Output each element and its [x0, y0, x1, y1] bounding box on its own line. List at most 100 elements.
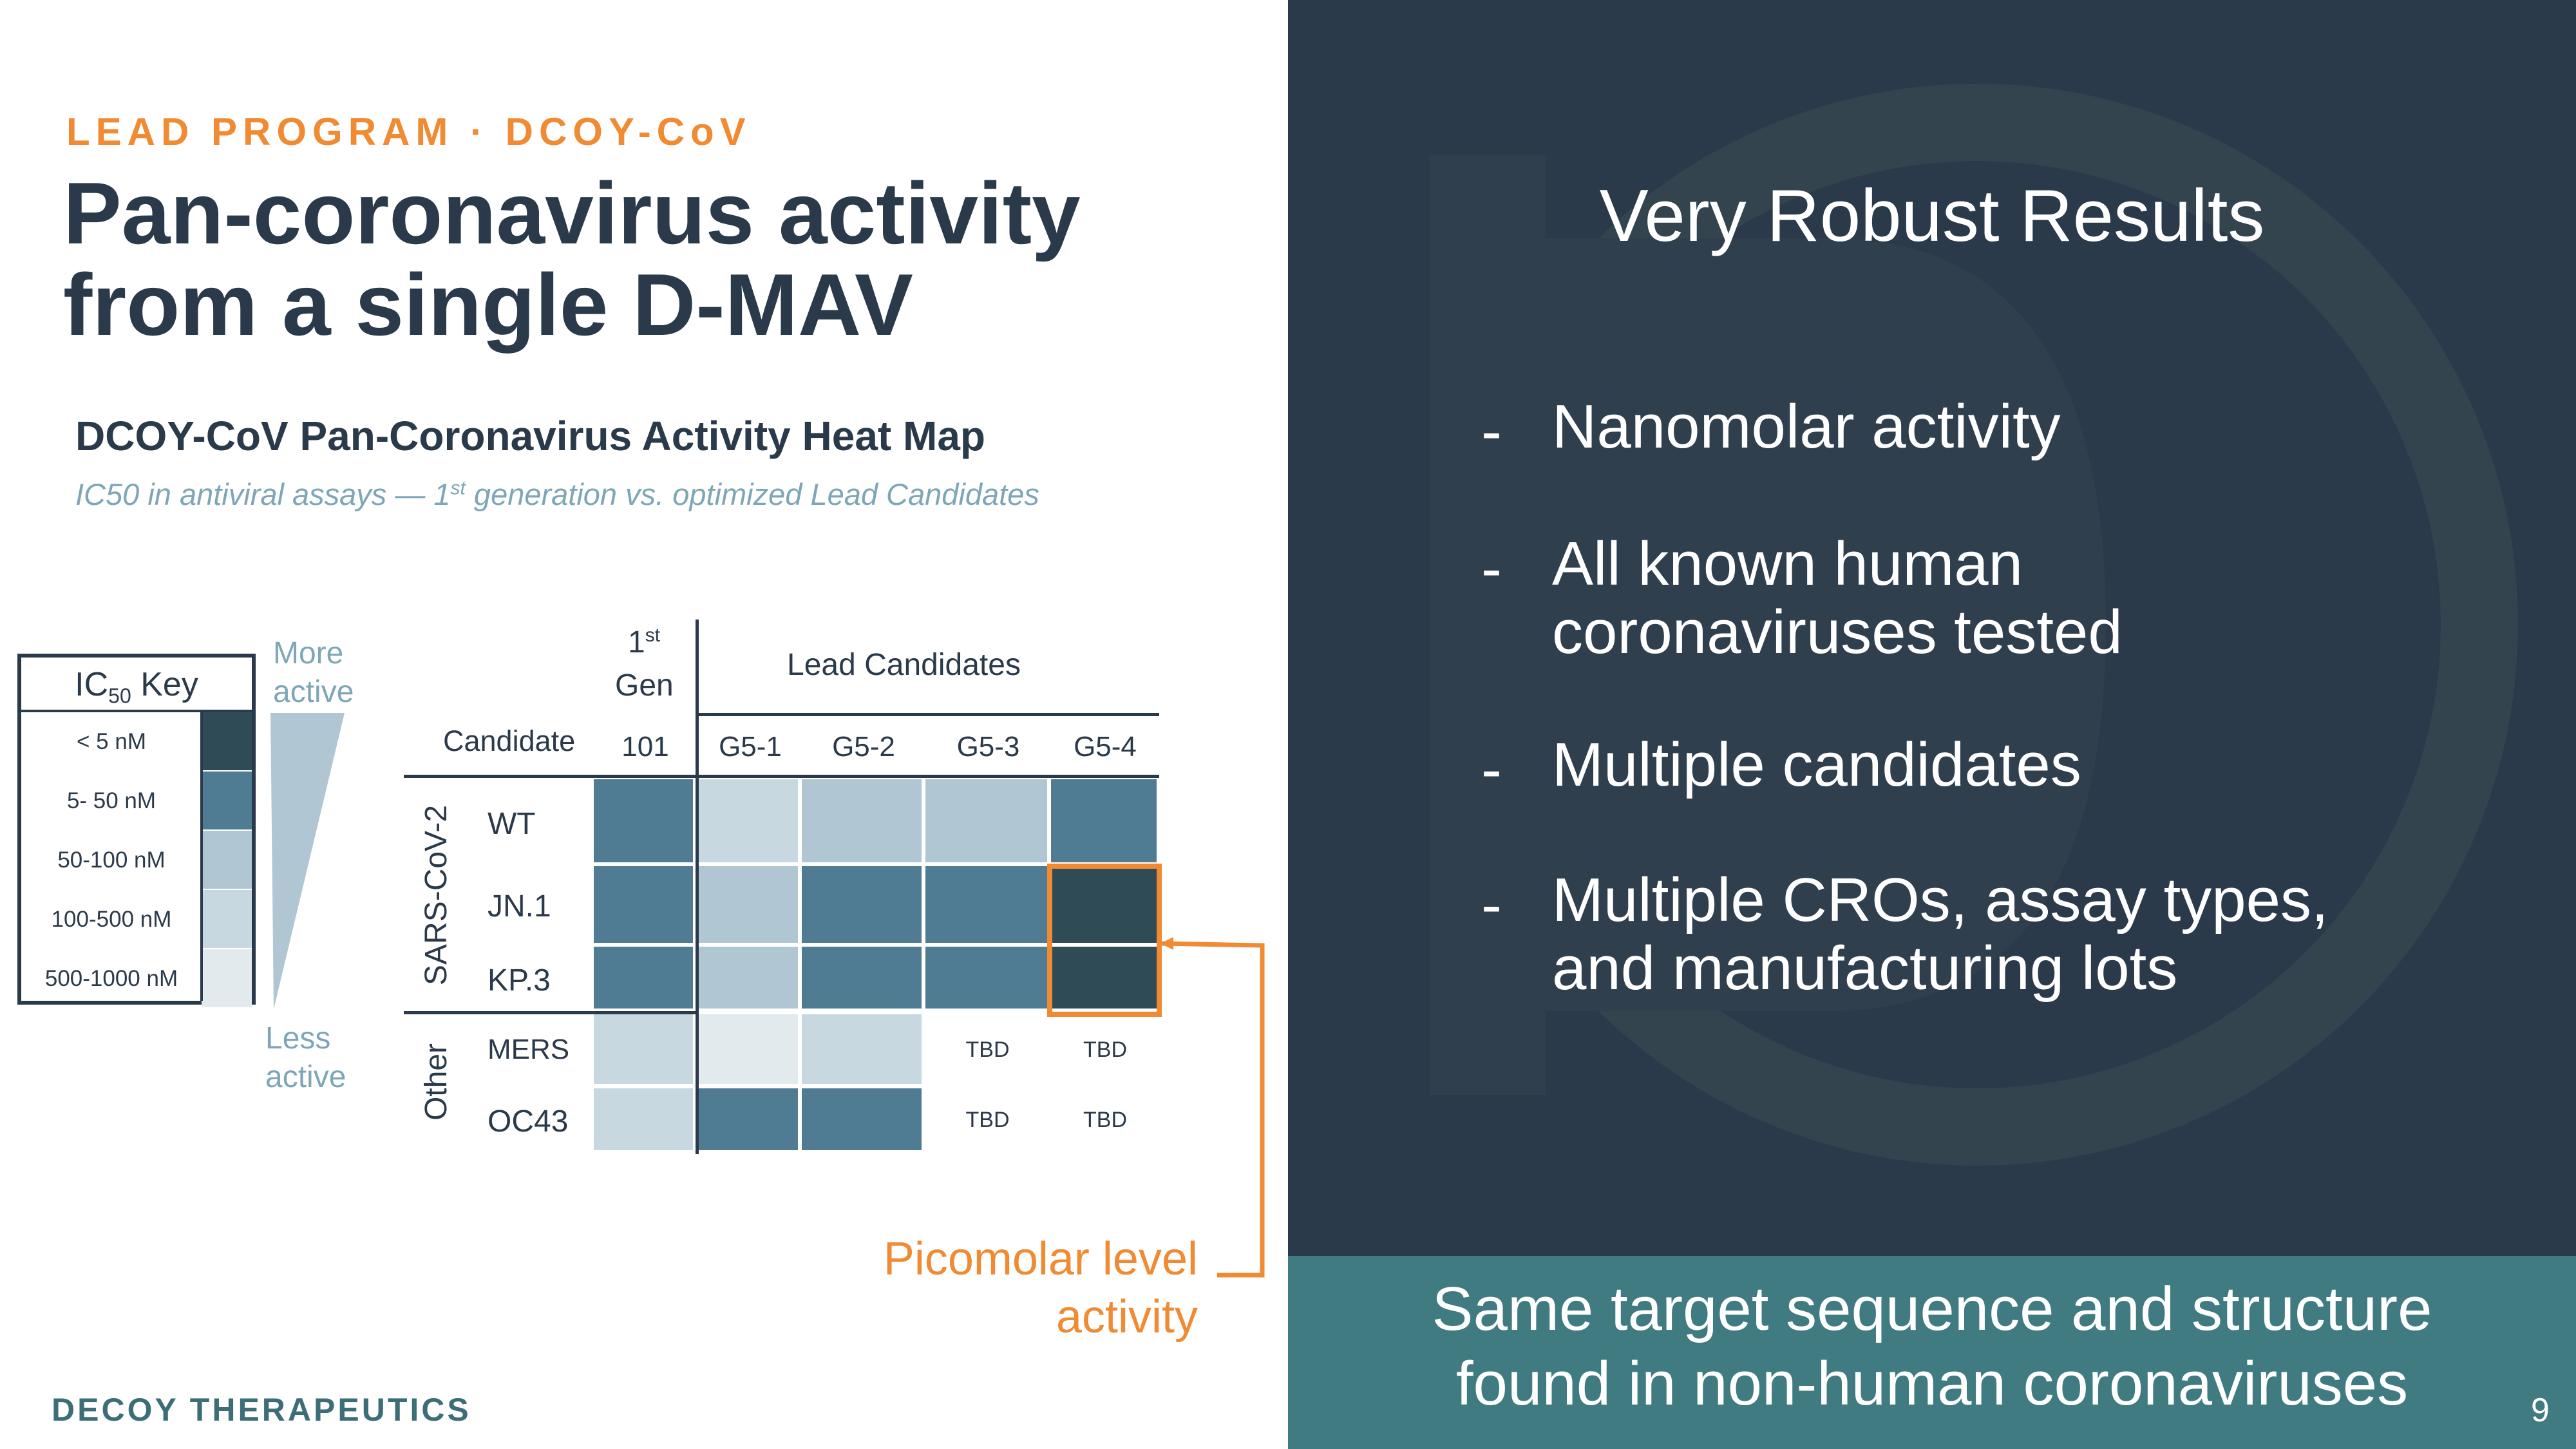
gen-label: Gen: [615, 668, 674, 703]
group-label-other: Other: [419, 1043, 453, 1121]
heatmap-tbd-label: TBD: [965, 1037, 1010, 1062]
key-label: 50-100 nM: [57, 848, 166, 873]
heatmap-cell: [699, 947, 798, 1009]
heatmap-cell: [802, 866, 922, 943]
heatmap-cell: [699, 866, 798, 943]
ic50-key: IC50 Key < 5 nM 5- 50 nM 50-100 nM 100-5…: [17, 654, 256, 1007]
page-number: 9: [2531, 1392, 2550, 1429]
bullet-line: Multiple CROs, assay types,: [1552, 866, 2329, 934]
heatmap-cell: [925, 779, 1047, 862]
decoy-logo-watermark-icon: [1430, 84, 2518, 1166]
key-row: 100-500 nM: [21, 890, 252, 949]
key-row: < 5 nM: [21, 712, 252, 772]
bullet-line: Multiple candidates: [1552, 730, 2081, 799]
heatmap-cell: [699, 1088, 798, 1150]
column-header: G5-3: [956, 731, 1020, 762]
heatmap-cell: [594, 1014, 693, 1084]
heatmap-tbd-label: TBD: [965, 1108, 1010, 1132]
column-header: G5-1: [719, 731, 782, 762]
title-line-1: Pan-coronavirus activity: [63, 164, 1081, 262]
picomolar-callout: Picomolar level activity: [883, 1233, 1198, 1343]
heatmap-subtitle: IC50 in antiviral assays — 1st generatio…: [75, 477, 1039, 512]
heatmap-cell: [925, 866, 1047, 943]
lead-candidates-label: Lead Candidates: [787, 648, 1021, 682]
heatmap-cell: [1051, 779, 1157, 862]
row-label: WT: [488, 807, 536, 841]
subtitle-post: generation vs. optimized Lead Candidates: [465, 477, 1039, 511]
key-header: IC50 Key: [21, 658, 252, 712]
bullet-item: Multiple CROs, assay types, and manufact…: [1552, 866, 2329, 1003]
bottom-banner: [1288, 1256, 2576, 1449]
banner-line-1: Same target sequence and structure: [1432, 1274, 2432, 1343]
subtitle-pre: IC50 in antiviral assays — 1: [75, 477, 451, 511]
results-heading: Very Robust Results: [1599, 175, 2265, 257]
heatmap-cell: [802, 779, 922, 862]
heatmap-cell: [1051, 947, 1157, 1009]
bullet-line: All known human: [1552, 529, 2023, 598]
row-label: MERS: [488, 1034, 570, 1065]
brand-footer: DECOY THERAPEUTICS: [52, 1392, 471, 1428]
heatmap-title: DCOY-CoV Pan-Coronavirus Activity Heat M…: [75, 413, 985, 459]
bullet-item: Multiple candidates: [1552, 731, 2081, 799]
key-header-post: Key: [131, 666, 198, 703]
row-label: OC43: [488, 1104, 569, 1139]
key-label: < 5 nM: [77, 729, 146, 754]
column-header: G5-4: [1074, 731, 1137, 762]
lead-header-underline: [696, 713, 1159, 716]
key-label: 100-500 nM: [51, 907, 172, 932]
less-active-label: Less active: [265, 1021, 346, 1094]
key-row: 5- 50 nM: [21, 772, 252, 831]
column-header-underline: [404, 775, 1159, 778]
heatmap-cell: [1051, 866, 1157, 943]
key-swatch: [202, 772, 252, 829]
heatmap-cell: [594, 779, 693, 862]
heatmap-cell: [699, 1014, 798, 1084]
page-title: Pan-coronavirus activity from a single D…: [63, 167, 1190, 350]
bullet-line: coronaviruses tested: [1552, 598, 2123, 667]
key-divider: [200, 712, 203, 1001]
heatmap-cell: [594, 1088, 693, 1150]
picomolar-callout-connector: [1047, 864, 1265, 1278]
title-line-2: from a single D-MAV: [63, 256, 913, 354]
bullet-line: Nanomolar activity: [1552, 392, 2061, 461]
heatmap-cell: [594, 866, 693, 943]
candidate-label: Candidate: [443, 724, 576, 757]
gen-superscript-label: 1st: [628, 625, 660, 660]
bullet-item: Nanomolar activity: [1552, 393, 2061, 461]
eyebrow-label: LEAD PROGRAM · DCOY-CoV: [66, 110, 752, 153]
key-row: 500-1000 nM: [21, 949, 252, 1009]
key-header-sub: 50: [108, 684, 131, 708]
subtitle-sup: st: [450, 477, 466, 499]
more-active-label: More active: [273, 636, 354, 709]
heatmap-cell: [594, 947, 693, 1009]
heatmap-cell: [699, 779, 798, 862]
heatmap-cell: [802, 947, 922, 1009]
bullet-dash: -: [1481, 534, 1502, 603]
heatmap-cell: [802, 1088, 922, 1150]
key-swatch: [202, 949, 252, 1007]
gen-label-sup: st: [645, 625, 661, 646]
heatmap-cell: [802, 1014, 922, 1084]
gen-label-pre: 1: [628, 625, 645, 659]
key-header-main: IC: [75, 666, 109, 703]
column-header: G5-2: [832, 731, 895, 762]
gen-divider-line: [696, 620, 699, 1154]
key-swatch: [202, 831, 252, 889]
bullet-dash: -: [1481, 397, 1502, 466]
row-label: KP.3: [488, 963, 551, 998]
group-divider-line: [404, 1011, 696, 1014]
key-row: 50-100 nM: [21, 831, 252, 890]
activity-gradient-wedge-icon: [270, 713, 345, 1009]
row-label: JN.1: [488, 889, 551, 923]
key-label: 500-1000 nM: [44, 966, 178, 991]
column-header: 101: [621, 731, 669, 762]
banner-line-2: found in non-human coronaviruses: [1455, 1349, 2409, 1418]
bullet-dash: -: [1481, 735, 1502, 804]
heatmap-cell: [925, 947, 1047, 1009]
bullet-line: and manufacturing lots: [1552, 934, 2178, 1003]
banner-text: Same target sequence and structure found…: [1327, 1272, 2537, 1421]
key-swatch: [202, 890, 252, 948]
heatmap-tbd-label: TBD: [1083, 1037, 1127, 1062]
key-swatch: [202, 712, 252, 770]
key-label: 5- 50 nM: [66, 788, 156, 813]
